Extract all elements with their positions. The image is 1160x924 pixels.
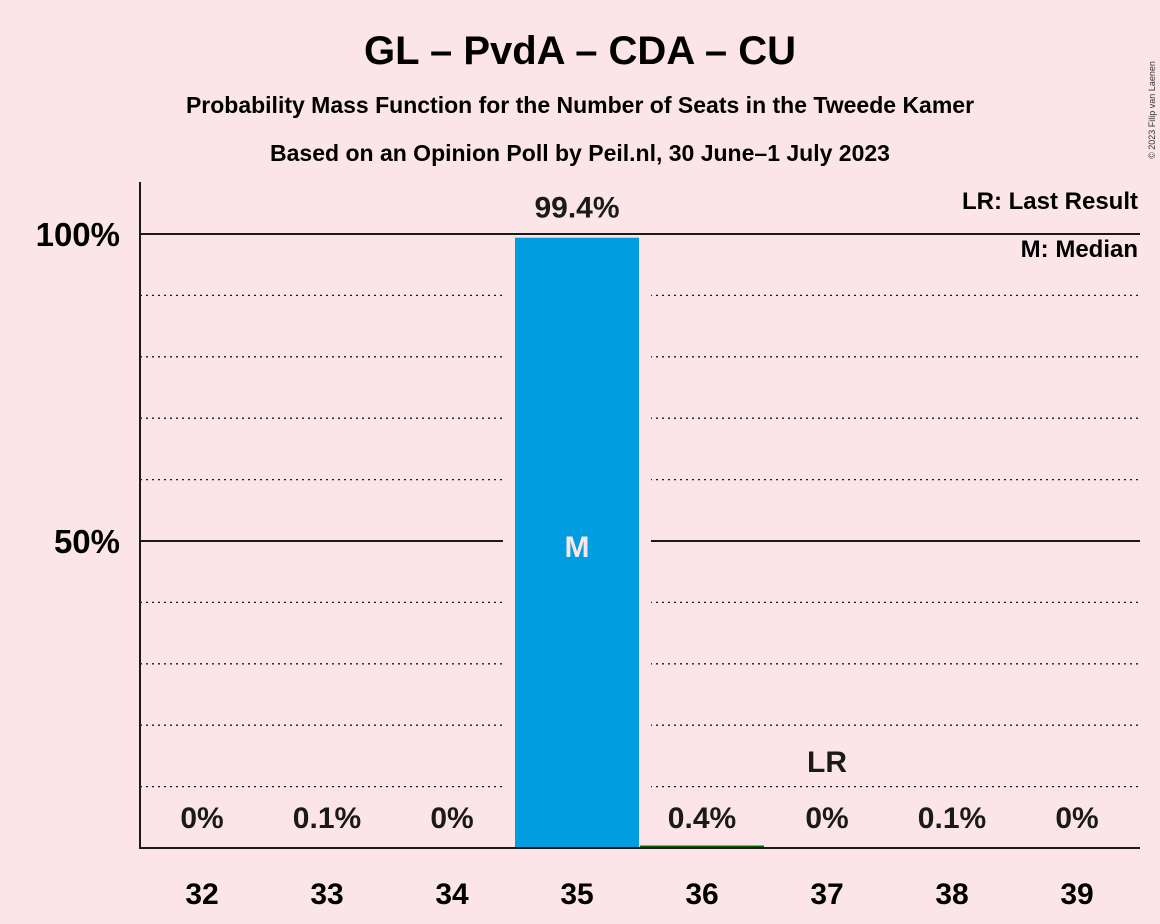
- x-tick-label: 37: [810, 878, 843, 911]
- legend-median: M: Median: [1021, 236, 1138, 263]
- data-label-seat-37: 0%: [805, 802, 848, 835]
- y-axis-ticks: 50% 100%: [36, 216, 120, 560]
- x-tick-label: 32: [185, 878, 218, 911]
- bars: [265, 237, 1014, 848]
- x-axis-ticks: 32 33 34 35 36 37 38 39: [185, 878, 1093, 911]
- data-label-seat-36: 0.4%: [668, 802, 736, 835]
- y-tick-label: 100%: [36, 216, 120, 253]
- major-gridlines: [140, 233, 1140, 848]
- bar-seat-35: [515, 237, 639, 848]
- y-tick-label: 50%: [54, 523, 120, 560]
- x-tick-label: 36: [685, 878, 718, 911]
- data-label-seat-32: 0%: [180, 802, 223, 835]
- x-tick-label: 39: [1060, 878, 1093, 911]
- data-label-seat-33: 0.1%: [293, 802, 361, 835]
- median-marker: M: [565, 531, 590, 564]
- x-tick-label: 35: [560, 878, 593, 911]
- x-tick-label: 33: [310, 878, 343, 911]
- data-label-seat-39: 0%: [1055, 802, 1098, 835]
- x-tick-label: 38: [935, 878, 968, 911]
- legend-last-result: LR: Last Result: [962, 188, 1138, 215]
- copyright-note: © 2023 Filip van Laenen: [1147, 61, 1157, 159]
- data-labels: 0% 0.1% 0% 99.4% 0.4% 0% 0.1% 0%: [180, 192, 1098, 835]
- last-result-marker: LR: [807, 746, 847, 779]
- chart-subtitle: Probability Mass Function for the Number…: [186, 92, 974, 118]
- chart-subtitle-poll: Based on an Opinion Poll by Peil.nl, 30 …: [270, 140, 890, 166]
- x-tick-label: 34: [435, 878, 469, 911]
- chart-title: GL – PvdA – CDA – CU: [364, 29, 796, 73]
- bar-seat-36: [640, 845, 764, 848]
- data-label-seat-38: 0.1%: [918, 802, 986, 835]
- data-label-seat-34: 0%: [430, 802, 473, 835]
- data-label-seat-35: 99.4%: [534, 192, 619, 225]
- markers: M LR: [565, 531, 848, 779]
